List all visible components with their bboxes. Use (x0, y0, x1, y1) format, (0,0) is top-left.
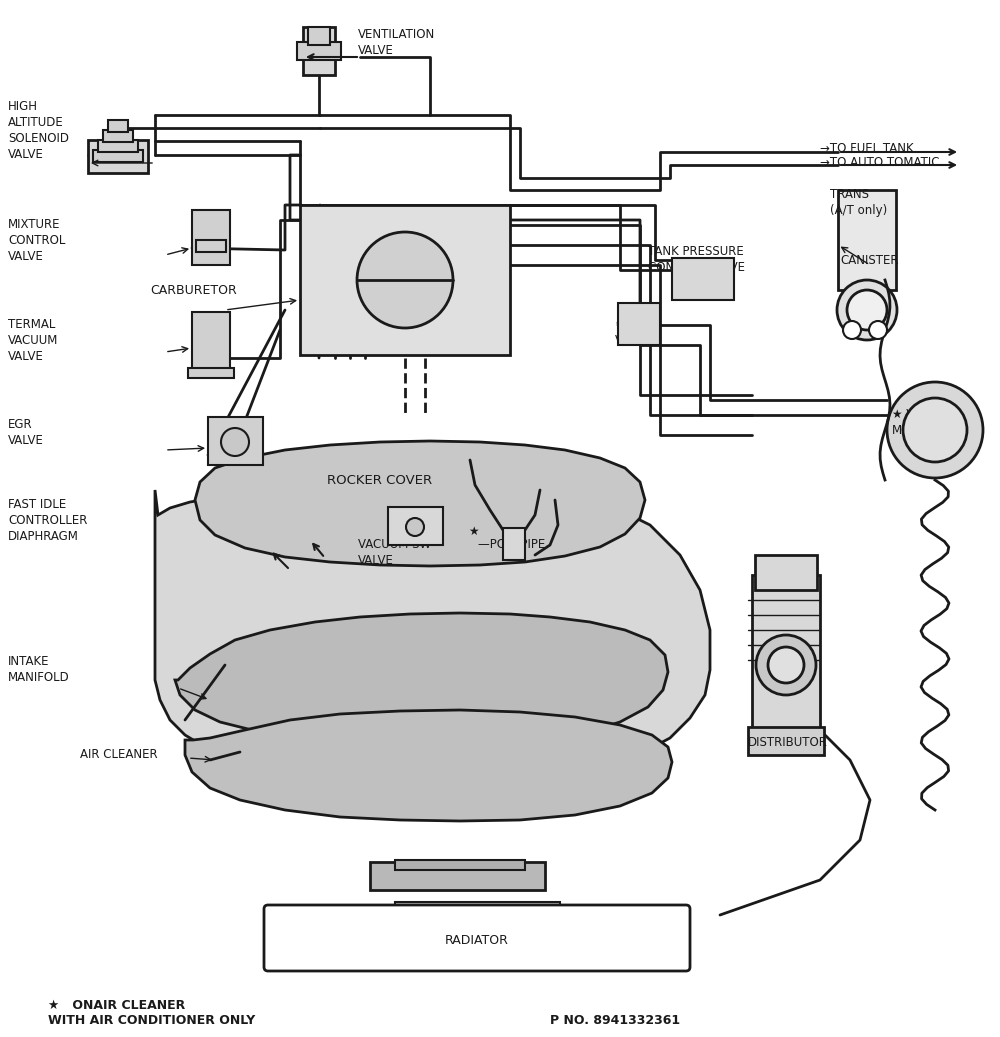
Text: ★ ITC
VALVE: ★ ITC VALVE (615, 318, 651, 347)
Text: DISTRIBUTOR: DISTRIBUTOR (748, 735, 828, 749)
Bar (672, 258, 734, 300)
Bar (108, 120, 128, 132)
Text: CARBURETOR: CARBURETOR (150, 283, 237, 297)
Polygon shape (195, 441, 645, 566)
Text: HIGH
ALTITUDE
SOLENOID
VALVE: HIGH ALTITUDE SOLENOID VALVE (8, 100, 69, 161)
Text: CANISTER: CANISTER (840, 253, 898, 267)
Circle shape (837, 280, 897, 340)
Circle shape (357, 232, 453, 328)
Text: —PCV  PIPE: —PCV PIPE (478, 538, 545, 551)
Circle shape (756, 635, 816, 695)
Bar (208, 417, 263, 465)
FancyBboxPatch shape (264, 905, 690, 971)
Text: VENTILATION
VALVE: VENTILATION VALVE (358, 28, 435, 57)
Bar (370, 862, 545, 890)
Bar (838, 190, 896, 290)
Polygon shape (175, 613, 668, 744)
Bar (192, 312, 230, 370)
Text: RADIATOR: RADIATOR (445, 933, 509, 947)
Circle shape (221, 428, 249, 456)
Bar (395, 902, 560, 930)
Bar (188, 368, 234, 379)
Text: ★ VACUUM
MOTOR: ★ VACUUM MOTOR (892, 408, 957, 437)
Bar (308, 27, 330, 45)
Bar (395, 860, 525, 870)
Bar (88, 140, 148, 173)
Circle shape (869, 321, 887, 339)
Text: ROCKER COVER: ROCKER COVER (327, 474, 433, 486)
Bar (618, 303, 660, 345)
Circle shape (903, 398, 967, 463)
Text: MIXTURE
CONTROL
VALVE: MIXTURE CONTROL VALVE (8, 218, 65, 263)
Bar (103, 130, 133, 142)
Bar (192, 211, 230, 265)
Circle shape (768, 647, 804, 683)
Bar (93, 150, 143, 162)
Circle shape (406, 518, 424, 536)
Bar (196, 240, 226, 252)
Polygon shape (155, 480, 710, 777)
Circle shape (887, 382, 983, 478)
Text: EGR
VALVE: EGR VALVE (8, 418, 44, 447)
Text: TANK PRESSURE
CONTROL VALVE: TANK PRESSURE CONTROL VALVE (648, 245, 745, 274)
Bar (303, 27, 335, 75)
Text: TRANS
(A/T only): TRANS (A/T only) (830, 188, 887, 217)
Text: VACUUM SW
VALVE: VACUUM SW VALVE (358, 538, 431, 567)
Circle shape (847, 290, 887, 330)
Text: ★: ★ (468, 525, 479, 538)
Circle shape (843, 321, 861, 339)
Polygon shape (185, 710, 672, 821)
Text: →TO AUTO TOMATIC: →TO AUTO TOMATIC (820, 156, 939, 168)
Bar (752, 574, 820, 730)
Text: →TO FUEL TANK: →TO FUEL TANK (820, 141, 914, 155)
Bar (503, 528, 525, 560)
Bar (388, 507, 443, 545)
Text: WITH AIR CONDITIONER ONLY: WITH AIR CONDITIONER ONLY (48, 1013, 255, 1027)
Text: AIR CLEANER: AIR CLEANER (80, 749, 158, 761)
Text: TERMAL
VACUUM
VALVE: TERMAL VACUUM VALVE (8, 318, 58, 363)
Bar (300, 205, 510, 355)
Text: INTAKE
MANIFOLD: INTAKE MANIFOLD (8, 655, 70, 684)
Text: P NO. 8941332361: P NO. 8941332361 (550, 1013, 680, 1027)
Bar (98, 140, 138, 152)
Bar (748, 727, 824, 755)
Bar (297, 43, 341, 60)
Text: FAST IDLE
CONTROLLER
DIAPHRAGM: FAST IDLE CONTROLLER DIAPHRAGM (8, 498, 87, 543)
Text: ★   ONAIR CLEANER: ★ ONAIR CLEANER (48, 999, 185, 1011)
Bar (755, 555, 817, 590)
